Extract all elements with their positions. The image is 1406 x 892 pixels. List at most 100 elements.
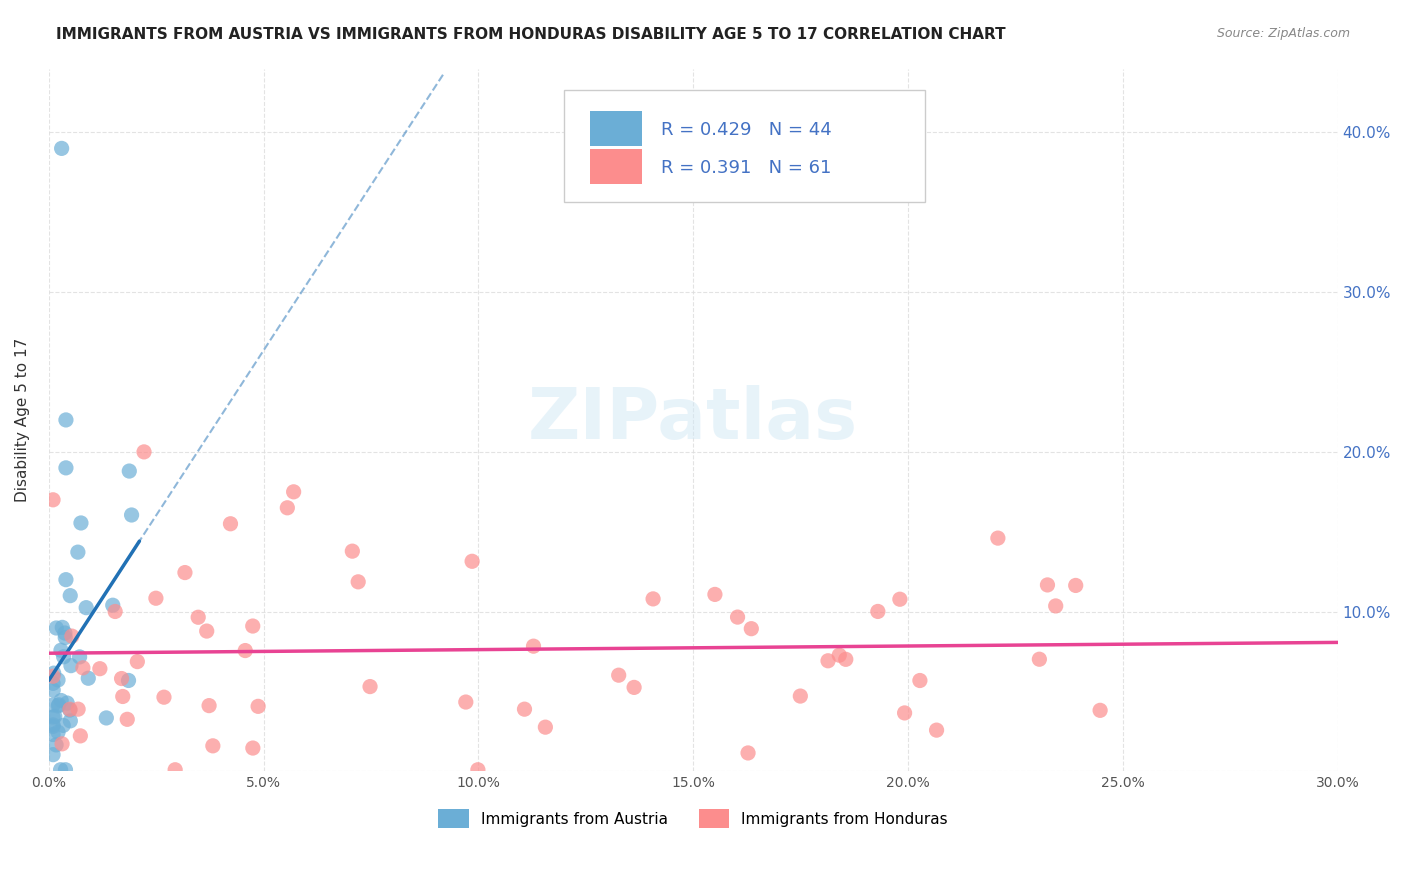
Point (174, 566, 197, 580)
Text: IMMIGRANTS FROM AUSTRIA VS IMMIGRANTS FROM HONDURAS DISABILITY AGE 5 TO 17 CORRE: IMMIGRANTS FROM AUSTRIA VS IMMIGRANTS FR… (56, 27, 1005, 42)
Point (467, 763, 489, 777)
Point (42, 710, 65, 724)
Point (727, 610, 749, 624)
Point (195, 624, 218, 638)
Point (828, 648, 851, 663)
Point (117, 712, 139, 726)
Point (59, 714, 82, 728)
Point (242, 741, 264, 756)
Point (817, 654, 839, 668)
Point (165, 763, 187, 777)
Point (987, 531, 1010, 545)
Point (522, 639, 544, 653)
Point (45, 621, 67, 635)
Point (45, 738, 67, 752)
Point (623, 681, 645, 695)
Point (110, 672, 132, 686)
Point (42, 727, 65, 741)
Point (66, 545, 89, 559)
Point (1036, 578, 1059, 592)
Point (925, 723, 948, 738)
Point (247, 699, 270, 714)
Point (454, 695, 477, 709)
Point (56, 696, 79, 710)
Text: R = 0.429   N = 44: R = 0.429 N = 44 (661, 120, 832, 138)
Point (101, 599, 124, 613)
Point (51, 141, 73, 155)
Point (55, 573, 77, 587)
Point (75, 600, 97, 615)
Point (276, 500, 298, 515)
Point (153, 690, 176, 705)
Point (42, 698, 65, 712)
Point (96, 711, 118, 725)
Point (703, 587, 725, 601)
Point (77, 671, 100, 685)
Point (342, 544, 364, 558)
Point (59, 589, 82, 603)
Point (42, 669, 65, 683)
FancyBboxPatch shape (591, 111, 641, 145)
Point (42, 718, 65, 732)
Point (534, 720, 557, 734)
Point (52, 718, 75, 732)
Point (48, 698, 70, 712)
Point (121, 508, 143, 522)
Point (59, 658, 82, 673)
Point (889, 592, 911, 607)
Point (643, 591, 665, 606)
Point (42, 719, 65, 733)
Point (51, 737, 73, 751)
FancyBboxPatch shape (564, 89, 925, 202)
Point (51, 620, 73, 634)
Point (72, 661, 94, 675)
Point (49, 693, 72, 707)
Point (42, 666, 65, 681)
Point (69, 649, 91, 664)
Point (42, 492, 65, 507)
Point (201, 739, 224, 753)
Point (127, 655, 149, 669)
Text: Source: ZipAtlas.com: Source: ZipAtlas.com (1216, 27, 1350, 40)
Point (198, 698, 221, 713)
Point (219, 516, 242, 531)
Point (789, 689, 811, 703)
Point (1028, 652, 1050, 666)
Point (53, 631, 76, 645)
Point (740, 622, 762, 636)
Point (42, 683, 65, 698)
Point (42, 747, 65, 762)
Point (866, 604, 889, 618)
Point (893, 706, 915, 720)
Point (607, 668, 630, 682)
Point (347, 574, 370, 589)
Point (835, 652, 858, 666)
Point (117, 673, 139, 688)
Point (132, 445, 155, 459)
Point (737, 746, 759, 760)
Point (70, 516, 93, 530)
Point (111, 690, 134, 704)
Point (242, 619, 264, 633)
Point (42, 676, 65, 690)
Point (461, 554, 484, 568)
FancyBboxPatch shape (591, 149, 641, 185)
Point (52, 649, 75, 664)
Point (49, 643, 72, 657)
Point (145, 591, 167, 606)
Text: R = 0.391   N = 61: R = 0.391 N = 61 (661, 160, 831, 178)
Point (67, 702, 90, 716)
Point (53, 626, 76, 640)
Point (1045, 599, 1067, 613)
Text: ZIPatlas: ZIPatlas (529, 385, 858, 454)
Point (1064, 578, 1087, 592)
Point (55, 413, 77, 427)
Point (49, 763, 72, 777)
Point (359, 680, 381, 694)
Legend: Immigrants from Austria, Immigrants from Honduras: Immigrants from Austria, Immigrants from… (432, 803, 955, 834)
Point (59, 703, 82, 717)
Point (1088, 703, 1111, 717)
Point (104, 605, 127, 619)
Point (46, 725, 69, 739)
Point (118, 464, 141, 478)
